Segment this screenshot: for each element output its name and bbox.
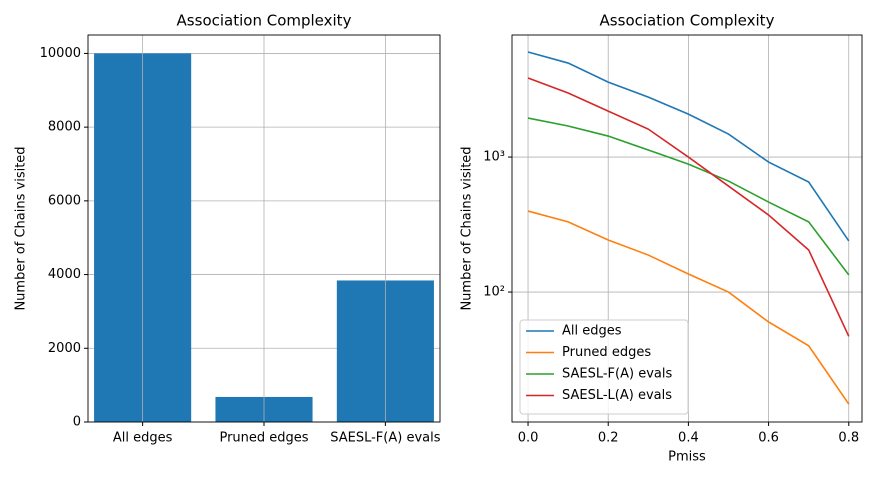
- y-axis-label: Number of Chains visited: [460, 146, 475, 310]
- x-tick-label: 0.2: [598, 431, 619, 446]
- line-series: [527, 77, 850, 337]
- y-tick-label: 8000: [48, 120, 81, 135]
- y-tick-label: 0: [73, 415, 81, 430]
- x-axis-label: Pmiss: [668, 450, 706, 465]
- y-tick-label: 6000: [48, 193, 81, 208]
- x-tick-label: Pruned edges: [219, 431, 308, 446]
- chart-title: Association Complexity: [177, 12, 352, 30]
- y-tick-label: 10000: [40, 46, 81, 61]
- x-tick-label: 0.8: [838, 431, 859, 446]
- y-tick-label: 10³: [483, 150, 505, 165]
- x-tick-label: 0.4: [678, 431, 699, 446]
- x-tick-label: SAESL-F(A) evals: [330, 431, 440, 446]
- x-tick-label: 0.6: [758, 431, 779, 446]
- line-series: [527, 210, 850, 405]
- legend-label: All edges: [562, 324, 622, 339]
- line-series: [527, 117, 850, 276]
- chart-title: Association Complexity: [600, 12, 775, 30]
- legend-label: SAESL-F(A) evals: [562, 367, 672, 382]
- line-series: [527, 51, 850, 242]
- y-tick-label: 4000: [48, 267, 81, 282]
- legend: [519, 319, 689, 415]
- x-tick-label: All edges: [113, 431, 173, 446]
- axes-frame: [511, 34, 863, 423]
- legend-label: SAESL-L(A) evals: [562, 388, 672, 403]
- axes-frame: [87, 34, 441, 423]
- y-tick-label: 2000: [48, 341, 81, 356]
- y-tick-label: 10²: [483, 285, 505, 300]
- legend-label: Pruned edges: [562, 345, 651, 360]
- x-tick-label: 0.0: [518, 431, 539, 446]
- y-axis-label: Number of Chains visited: [14, 146, 29, 310]
